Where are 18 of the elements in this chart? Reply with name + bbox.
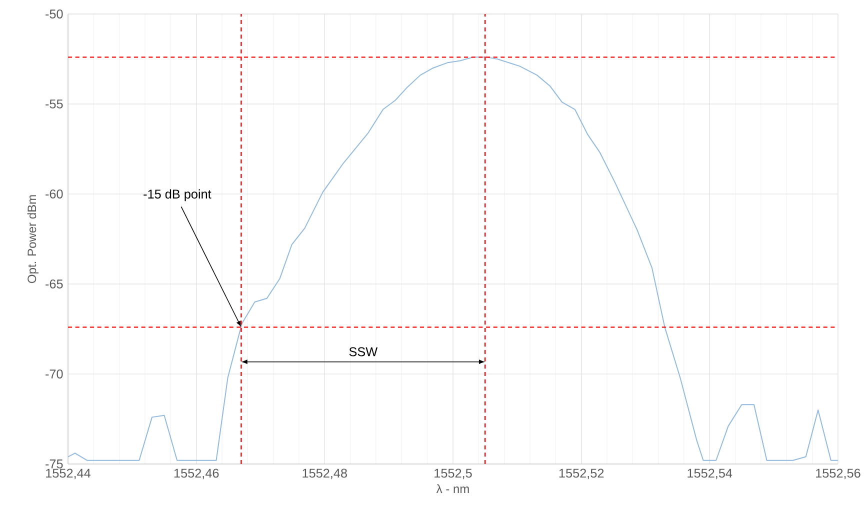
y-tick-label: -50 xyxy=(46,10,63,18)
y-axis-title: Opt. Power dBm xyxy=(27,195,38,283)
x-tick-label: 1552,52 xyxy=(559,468,604,480)
x-tick-label: 1552,46 xyxy=(174,468,219,480)
line-series xyxy=(68,56,838,461)
y-tick-label: -55 xyxy=(46,100,63,108)
y-tick-label: -70 xyxy=(46,370,63,378)
x-tick-label: 1552,48 xyxy=(302,468,347,480)
y-tick-label: -60 xyxy=(46,190,63,198)
x-axis-title: λ - nm xyxy=(436,484,469,494)
annotation: -15 dB point xyxy=(144,189,212,202)
x-tick-label: 1552,44 xyxy=(46,468,91,480)
x-tick-label: 1552,5 xyxy=(434,468,472,480)
annotation: SSW xyxy=(349,347,378,356)
y-tick-label: -65 xyxy=(46,280,63,288)
y-tick-label: -75 xyxy=(46,460,63,468)
x-tick-label: 1552,54 xyxy=(688,468,732,480)
x-tick-label: 1552,56 xyxy=(816,468,860,480)
